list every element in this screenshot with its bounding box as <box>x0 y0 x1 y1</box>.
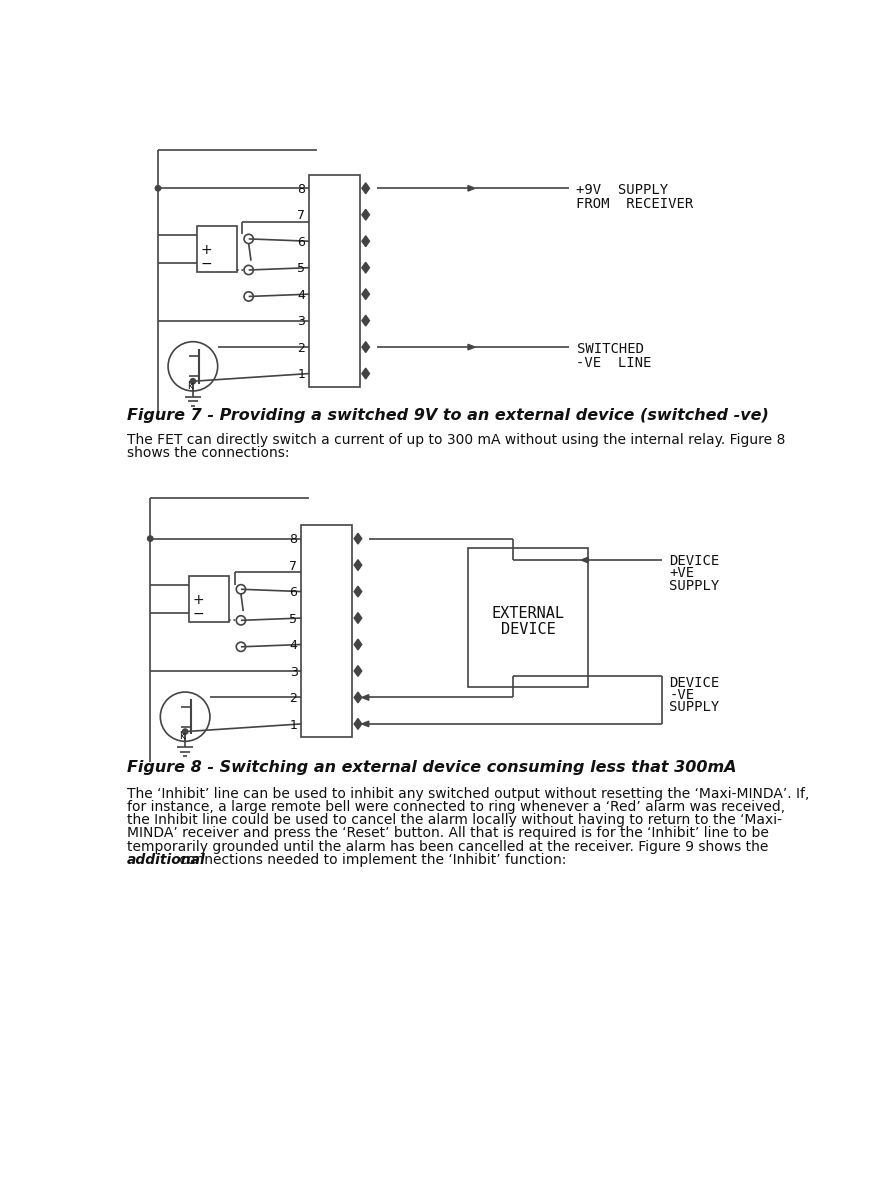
Text: +: + <box>193 593 204 607</box>
Text: 7: 7 <box>290 560 298 572</box>
Circle shape <box>147 536 153 541</box>
Circle shape <box>236 584 245 594</box>
Polygon shape <box>362 315 369 326</box>
Polygon shape <box>362 721 368 727</box>
Text: additional: additional <box>127 852 206 867</box>
Polygon shape <box>362 288 369 299</box>
Text: DEVICE: DEVICE <box>500 621 556 637</box>
Circle shape <box>236 615 245 625</box>
Text: 2: 2 <box>290 692 298 706</box>
Text: 8: 8 <box>297 183 305 196</box>
Text: 1: 1 <box>290 719 298 732</box>
Text: SUPPLY: SUPPLY <box>670 701 720 714</box>
Polygon shape <box>362 368 369 379</box>
Text: The FET can directly switch a current of up to 300 mA without using the internal: The FET can directly switch a current of… <box>127 433 785 447</box>
Text: 3: 3 <box>297 315 305 328</box>
Text: connections needed to implement the ‘Inhibit’ function:: connections needed to implement the ‘Inh… <box>175 852 566 867</box>
Polygon shape <box>354 534 362 545</box>
Polygon shape <box>362 341 369 352</box>
Text: 5: 5 <box>290 613 298 625</box>
Text: 6: 6 <box>297 236 305 249</box>
Text: 4: 4 <box>297 288 305 302</box>
Polygon shape <box>362 262 369 273</box>
Text: 6: 6 <box>290 587 298 599</box>
Text: +VE: +VE <box>670 566 695 581</box>
Text: SWITCHED: SWITCHED <box>576 341 643 356</box>
Text: 5: 5 <box>297 262 305 275</box>
Circle shape <box>182 728 188 734</box>
Text: k: k <box>186 381 193 391</box>
Text: 4: 4 <box>290 639 298 653</box>
Text: k: k <box>179 731 185 742</box>
Text: DEVICE: DEVICE <box>670 676 720 690</box>
Circle shape <box>168 341 218 391</box>
Polygon shape <box>362 209 369 220</box>
Bar <box>310 175 359 387</box>
Polygon shape <box>354 639 362 650</box>
Polygon shape <box>362 236 369 246</box>
Polygon shape <box>468 344 475 350</box>
Text: -VE: -VE <box>670 688 695 702</box>
Text: MINDA’ receiver and press the ‘Reset’ button. All that is required is for the ‘I: MINDA’ receiver and press the ‘Reset’ bu… <box>127 827 769 840</box>
Circle shape <box>161 692 210 742</box>
Circle shape <box>244 234 253 244</box>
Text: shows the connections:: shows the connections: <box>127 446 290 460</box>
Polygon shape <box>354 719 362 730</box>
Text: FROM  RECEIVER: FROM RECEIVER <box>576 197 694 210</box>
Polygon shape <box>468 185 475 191</box>
Circle shape <box>236 642 245 651</box>
Text: −: − <box>201 256 212 270</box>
Text: 1: 1 <box>297 368 305 381</box>
Bar <box>197 226 237 272</box>
Circle shape <box>244 292 253 300</box>
Bar <box>189 576 229 623</box>
Text: +: + <box>201 243 212 257</box>
Text: SUPPLY: SUPPLY <box>670 578 720 593</box>
Bar <box>468 548 588 688</box>
Polygon shape <box>354 692 362 703</box>
Text: 3: 3 <box>290 666 298 679</box>
Text: 2: 2 <box>297 341 305 355</box>
Text: for instance, a large remote bell were connected to ring whenever a ‘Red’ alarm : for instance, a large remote bell were c… <box>127 801 785 814</box>
Circle shape <box>244 266 253 274</box>
Text: -VE  LINE: -VE LINE <box>576 356 652 369</box>
Polygon shape <box>354 560 362 571</box>
Bar <box>301 525 351 737</box>
Circle shape <box>155 185 161 191</box>
Text: 7: 7 <box>297 209 305 222</box>
Polygon shape <box>354 666 362 677</box>
Text: EXTERNAL: EXTERNAL <box>491 606 565 621</box>
Text: Figure 7 - Providing a switched 9V to an external device (switched -ve): Figure 7 - Providing a switched 9V to an… <box>127 409 769 423</box>
Polygon shape <box>354 587 362 597</box>
Polygon shape <box>582 558 588 563</box>
Text: −: − <box>193 607 204 621</box>
Text: the Inhibit line could be used to cancel the alarm locally without having to ret: the Inhibit line could be used to cancel… <box>127 814 782 827</box>
Polygon shape <box>362 183 369 194</box>
Text: The ‘Inhibit’ line can be used to inhibit any switched output without resetting : The ‘Inhibit’ line can be used to inhibi… <box>127 787 809 802</box>
Text: +9V  SUPPLY: +9V SUPPLY <box>576 183 669 197</box>
Polygon shape <box>362 695 368 701</box>
Polygon shape <box>354 613 362 624</box>
Text: DEVICE: DEVICE <box>670 554 720 567</box>
Circle shape <box>190 379 195 383</box>
Text: Figure 8 - Switching an external device consuming less that 300mA: Figure 8 - Switching an external device … <box>127 760 737 775</box>
Text: temporarily grounded until the alarm has been cancelled at the receiver. Figure : temporarily grounded until the alarm has… <box>127 839 768 853</box>
Text: 8: 8 <box>290 534 298 546</box>
